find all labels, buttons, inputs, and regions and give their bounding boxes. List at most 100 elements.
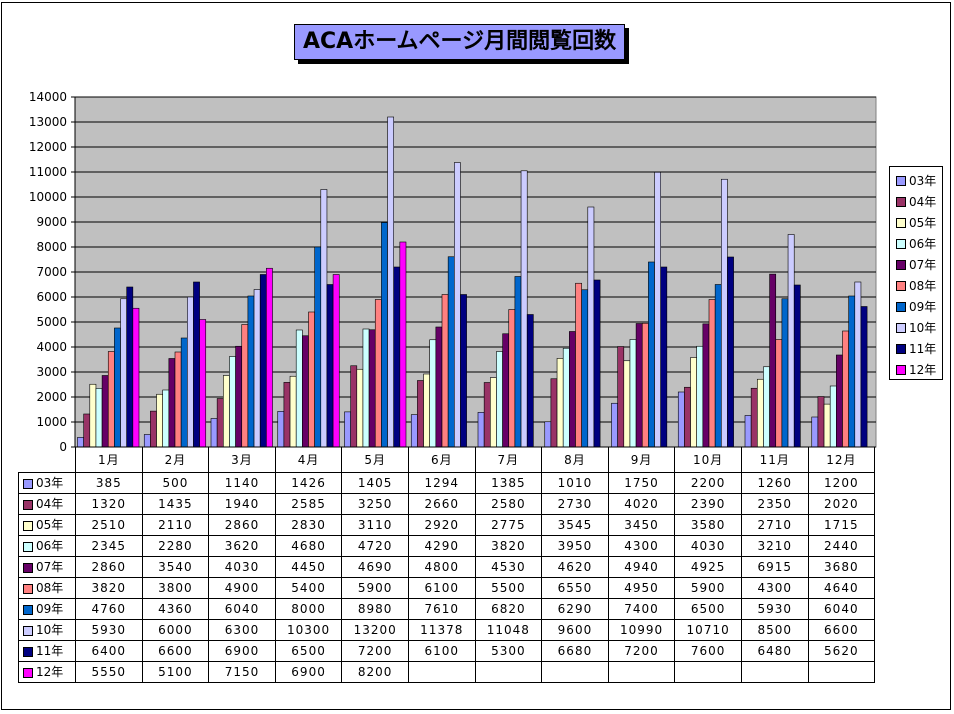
bar bbox=[126, 286, 134, 448]
data-label: 3545 bbox=[541, 513, 609, 536]
data-label: 8500 bbox=[740, 618, 809, 641]
bar bbox=[750, 387, 758, 448]
data-label: 1320 bbox=[75, 492, 143, 515]
y-tick-label: 5000 bbox=[36, 315, 67, 329]
bar bbox=[410, 414, 418, 448]
bar bbox=[344, 411, 351, 448]
bar bbox=[550, 378, 558, 448]
data-label: 2710 bbox=[740, 513, 809, 536]
bar bbox=[435, 326, 443, 448]
data-label: 1200 bbox=[807, 471, 876, 494]
bar bbox=[848, 295, 856, 448]
data-label: 3620 bbox=[208, 534, 276, 557]
data-label: 500 bbox=[141, 471, 210, 494]
x-tick-label: 9月 bbox=[607, 447, 676, 473]
x-tick-label: 8月 bbox=[541, 447, 609, 473]
data-label bbox=[541, 660, 609, 683]
y-tick-label: 8000 bbox=[36, 240, 67, 254]
data-label: 4720 bbox=[341, 534, 409, 557]
data-label: 4030 bbox=[674, 534, 742, 557]
bar bbox=[289, 375, 297, 448]
data-label: 2920 bbox=[407, 513, 476, 536]
bar bbox=[362, 328, 370, 448]
bar bbox=[836, 354, 843, 448]
bar bbox=[216, 398, 224, 448]
y-tick-label: 7000 bbox=[36, 265, 67, 279]
row-swatch bbox=[23, 583, 33, 594]
bar bbox=[477, 412, 485, 448]
bar bbox=[393, 266, 401, 448]
legend-swatch bbox=[896, 217, 906, 228]
data-label: 3820 bbox=[75, 576, 143, 599]
bar bbox=[460, 294, 467, 448]
data-label: 4690 bbox=[341, 555, 409, 578]
bar bbox=[295, 329, 303, 448]
bar bbox=[429, 339, 437, 448]
data-label: 5100 bbox=[141, 660, 210, 683]
row-swatch bbox=[23, 520, 33, 531]
legend-item: 04年 bbox=[890, 191, 942, 212]
bar bbox=[496, 351, 503, 448]
data-label: 4950 bbox=[607, 576, 676, 599]
legend-item: 12年 bbox=[890, 359, 942, 380]
legend-item: 09年 bbox=[890, 296, 942, 317]
data-label: 4620 bbox=[541, 555, 609, 578]
data-label: 10710 bbox=[674, 618, 742, 641]
data-label: 4290 bbox=[407, 534, 476, 557]
data-label: 2585 bbox=[274, 492, 343, 515]
bar bbox=[253, 289, 261, 448]
data-label: 4450 bbox=[274, 555, 343, 578]
bar bbox=[283, 382, 291, 448]
bar bbox=[569, 331, 576, 448]
data-label: 6040 bbox=[208, 597, 276, 620]
bar bbox=[727, 256, 734, 448]
data-label: 5900 bbox=[674, 576, 742, 599]
bar bbox=[714, 284, 722, 448]
bar bbox=[544, 421, 552, 448]
data-label: 385 bbox=[75, 471, 143, 494]
data-label: 1750 bbox=[607, 471, 676, 494]
data-label: 6915 bbox=[740, 555, 809, 578]
data-label: 9600 bbox=[541, 618, 609, 641]
data-label: 2775 bbox=[474, 513, 543, 536]
row-swatch bbox=[23, 625, 33, 636]
data-label: 2020 bbox=[807, 492, 876, 515]
data-label: 4925 bbox=[674, 555, 742, 578]
bar bbox=[629, 339, 637, 448]
data-label: 13200 bbox=[341, 618, 409, 641]
bar bbox=[702, 323, 710, 448]
bar bbox=[617, 346, 625, 448]
legend-item: 10年 bbox=[890, 317, 942, 338]
data-label: 1435 bbox=[141, 492, 210, 515]
legend-label: 05年 bbox=[909, 216, 937, 230]
bar bbox=[775, 339, 783, 448]
legend-label: 08年 bbox=[909, 279, 937, 293]
data-label: 2200 bbox=[674, 471, 742, 494]
data-label: 8200 bbox=[341, 660, 409, 683]
data-label: 3450 bbox=[607, 513, 676, 536]
data-label: 5930 bbox=[75, 618, 143, 641]
data-label: 6100 bbox=[407, 576, 476, 599]
bar bbox=[229, 356, 236, 448]
data-label: 10300 bbox=[274, 618, 343, 641]
data-label: 1294 bbox=[407, 471, 476, 494]
bar bbox=[720, 178, 728, 448]
data-label: 4530 bbox=[474, 555, 543, 578]
row-swatch bbox=[23, 667, 33, 678]
legend-label: 04年 bbox=[909, 195, 937, 209]
legend-swatch bbox=[896, 280, 906, 291]
data-label: 6480 bbox=[740, 639, 809, 662]
bar bbox=[89, 383, 97, 448]
data-label: 6300 bbox=[208, 618, 276, 641]
bar bbox=[356, 368, 364, 448]
bar bbox=[483, 382, 491, 448]
bar bbox=[520, 170, 528, 448]
data-label: 2510 bbox=[75, 513, 143, 536]
legend-swatch bbox=[896, 238, 906, 249]
bar bbox=[143, 434, 151, 448]
data-label: 1140 bbox=[208, 471, 276, 494]
bar bbox=[162, 389, 170, 448]
data-label: 6400 bbox=[75, 639, 143, 662]
data-label: 4640 bbox=[807, 576, 876, 599]
data-label: 2390 bbox=[674, 492, 742, 515]
